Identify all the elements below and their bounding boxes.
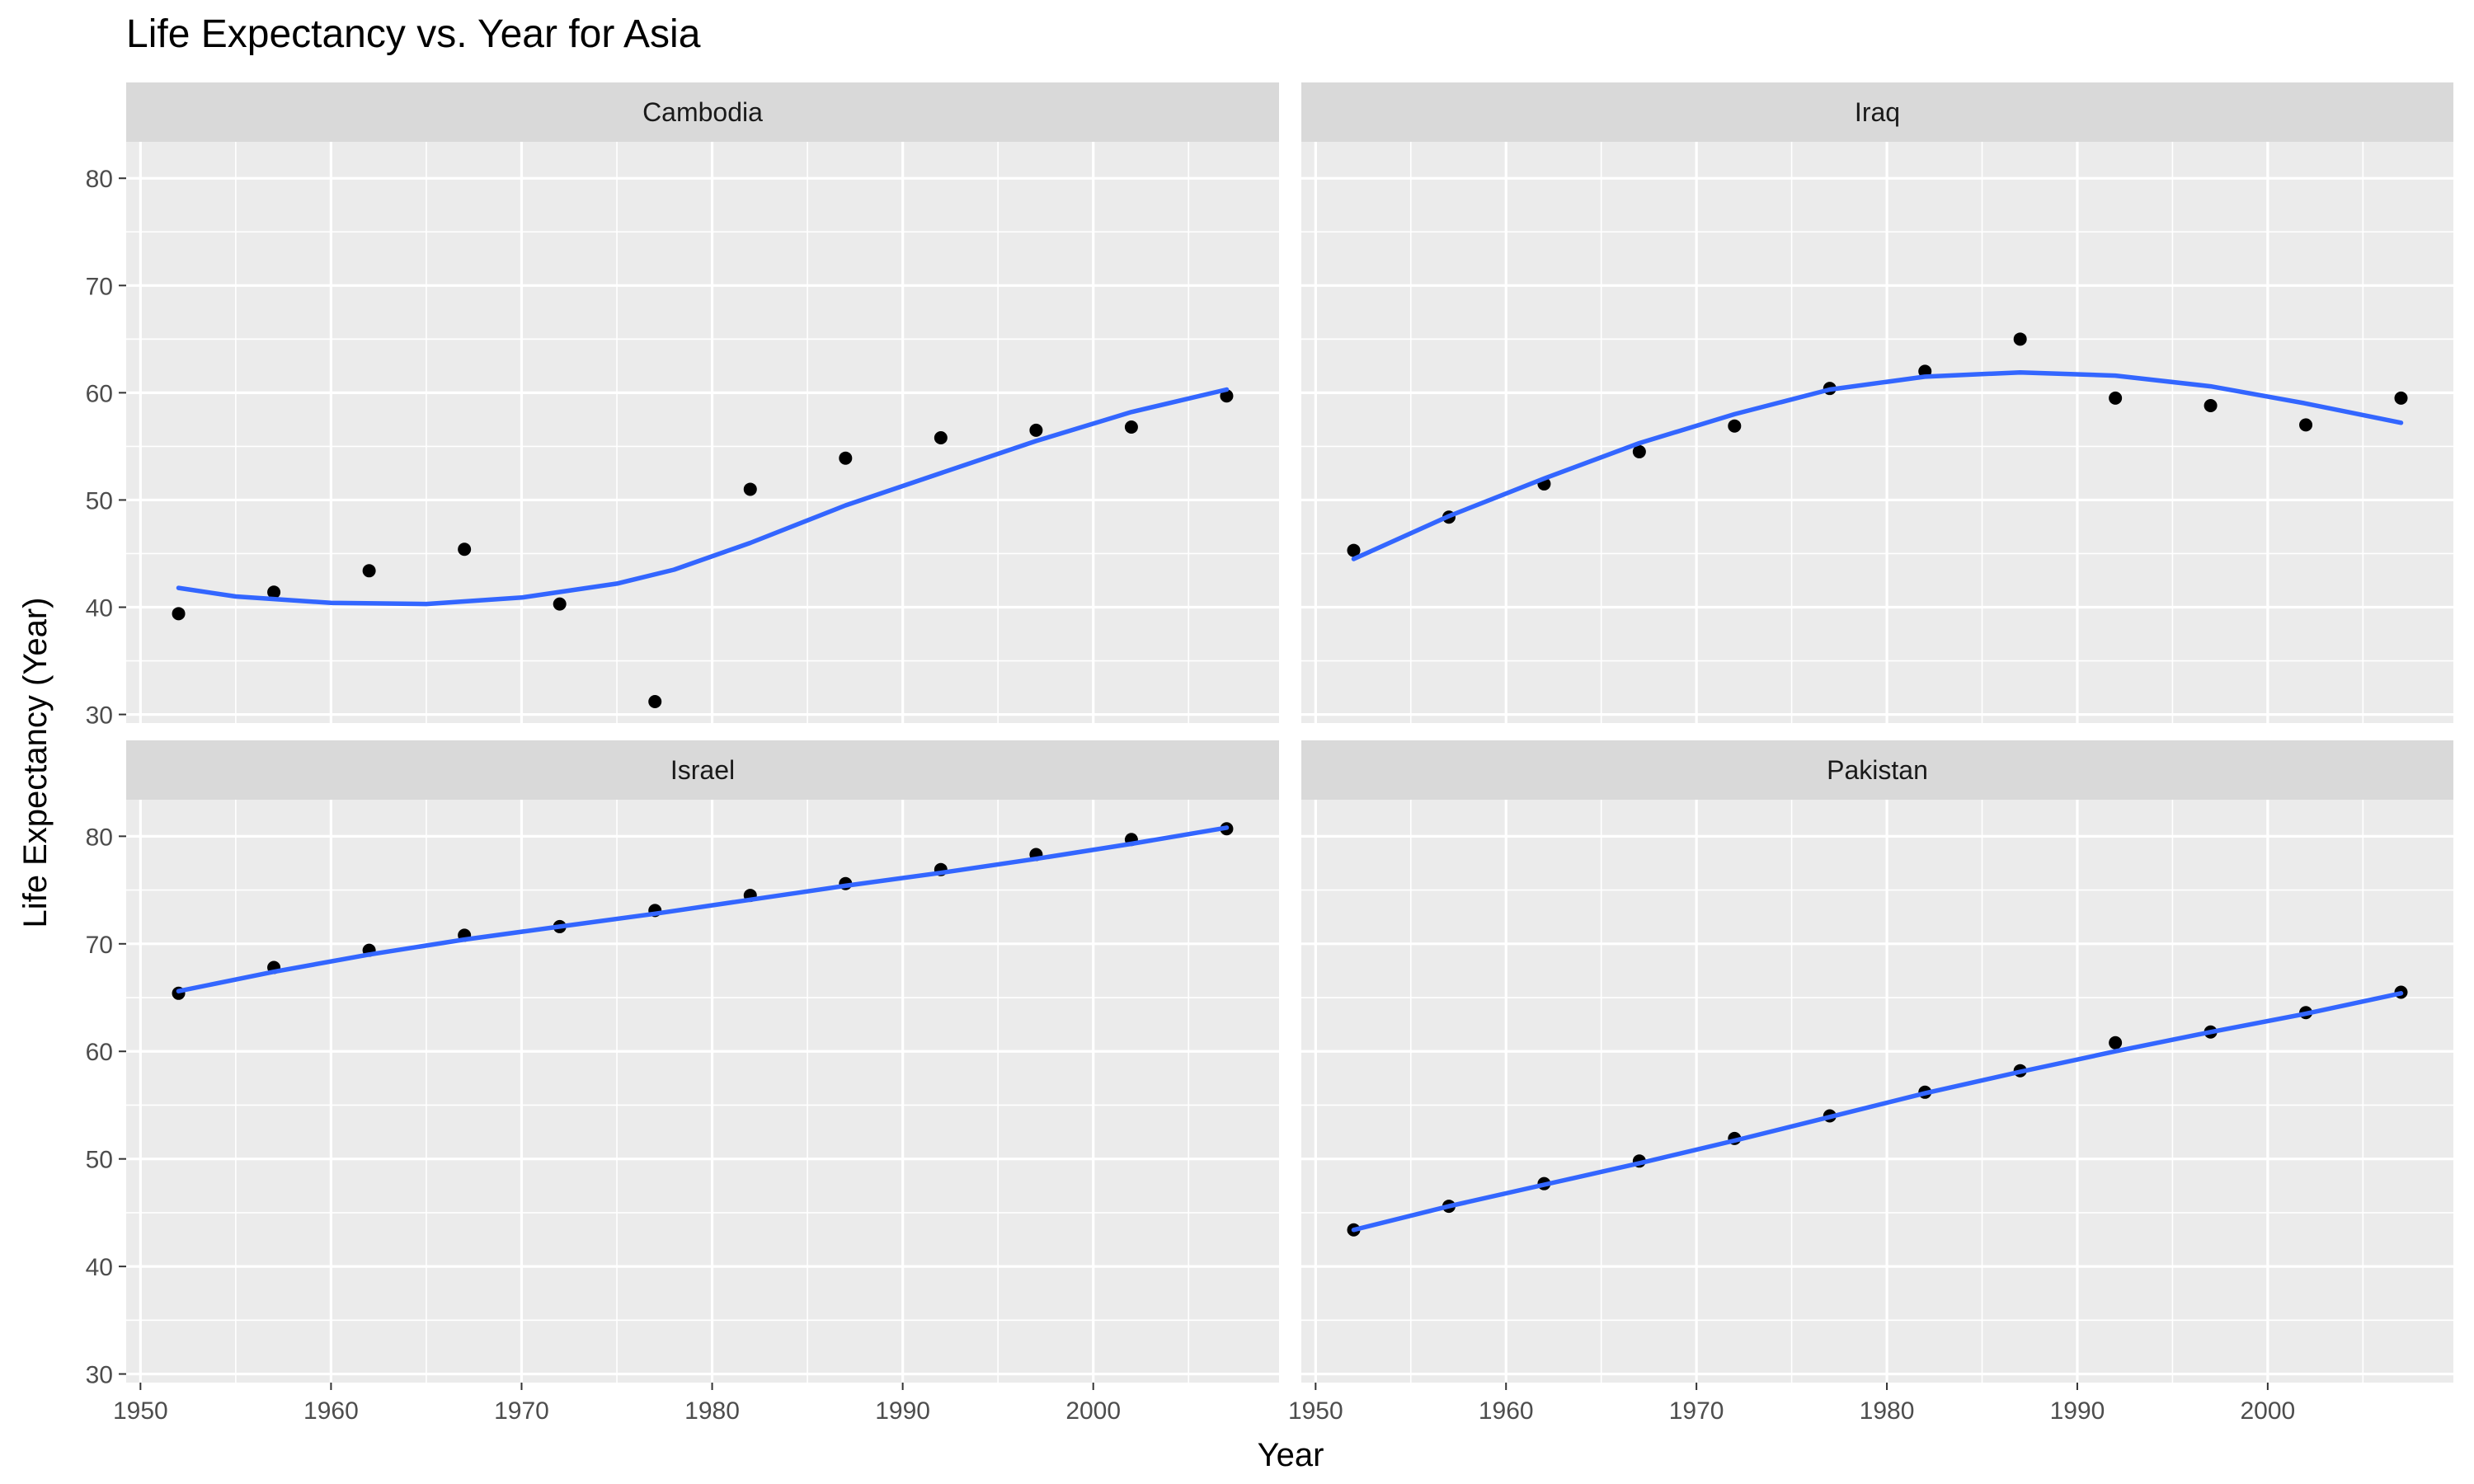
smooth-line	[1351, 991, 2404, 1233]
panel-background	[126, 800, 1279, 1383]
data-point	[2204, 398, 2218, 412]
x-tick-label: 1970	[494, 1397, 549, 1425]
facet-strip-label: Iraq	[1855, 97, 1900, 127]
facet-pakistan: Pakistan 1950 1960 1970 1980 1990 2000	[1288, 740, 2453, 1425]
y-tick-label: 50	[86, 487, 113, 514]
x-tick-label: 1970	[1669, 1397, 1724, 1425]
facet-strip	[126, 740, 1279, 800]
y-tick-label: 80	[86, 824, 113, 851]
y-tick-label: 80	[86, 166, 113, 193]
smooth-line	[1351, 369, 2404, 561]
y-tick-label: 70	[86, 932, 113, 959]
data-point	[2109, 391, 2123, 405]
y-tick-label: 30	[86, 702, 113, 730]
data-point	[2299, 418, 2313, 432]
data-point	[1728, 419, 1742, 433]
y-tick-label: 40	[86, 1254, 113, 1281]
facet-strip	[126, 82, 1279, 142]
data-point	[2394, 391, 2408, 405]
x-tick-label: 1980	[684, 1397, 740, 1425]
panel-background	[1301, 142, 2453, 723]
facet-strip	[1301, 82, 2453, 142]
smooth-line	[176, 387, 1230, 607]
x-tick-label: 2000	[2240, 1397, 2295, 1425]
y-tick-label: 30	[86, 1362, 113, 1389]
facet-strip-label: Israel	[670, 755, 735, 785]
facet-iraq: Iraq	[1301, 82, 2453, 723]
x-tick-label: 1950	[113, 1397, 168, 1425]
panel-background	[1301, 800, 2453, 1383]
data-point	[267, 585, 281, 599]
data-point	[553, 597, 567, 611]
facet-strip-label: Pakistan	[1827, 755, 1928, 785]
data-point	[2013, 332, 2027, 346]
facet-israel: Israel 30 40 50 60 70 80 1950 1960 1970 1980 1990 20…	[86, 740, 1279, 1425]
data-point	[1029, 423, 1043, 437]
y-tick-label: 70	[86, 273, 113, 300]
x-axis-title: Year	[1258, 1437, 1324, 1473]
x-tick-label: 1990	[875, 1397, 930, 1425]
x-tick-label: 1960	[1479, 1397, 1534, 1425]
y-tick-label: 50	[86, 1147, 113, 1174]
facet-cambodia: Cambodia 30 40 50 60 70 80	[86, 82, 1279, 730]
panel-background	[126, 142, 1279, 723]
data-point	[839, 451, 853, 465]
data-point	[934, 431, 948, 445]
x-tick-label: 1950	[1288, 1397, 1343, 1425]
facet-panels: Cambodia 30 40 50 60 70 80 Iraq Israel 30 40 50 60 70…	[86, 82, 2453, 1425]
y-tick-label: 40	[86, 595, 113, 622]
x-tick-label: 1960	[303, 1397, 359, 1425]
y-tick-label: 60	[86, 1039, 113, 1066]
y-axis-title: Life Expectancy (Year)	[17, 598, 54, 928]
y-tick-label: 60	[86, 380, 113, 407]
data-point	[362, 564, 376, 578]
x-tick-label: 1980	[1860, 1397, 1915, 1425]
data-point	[1632, 444, 1646, 458]
data-point	[743, 482, 757, 496]
data-point	[648, 694, 662, 708]
facet-strip-label: Cambodia	[642, 97, 763, 127]
data-point	[1347, 543, 1361, 557]
data-point	[172, 607, 186, 621]
chart-title: Life Expectancy vs. Year for Asia	[126, 12, 701, 56]
smooth-line	[176, 825, 1230, 993]
data-point	[458, 542, 472, 556]
data-point	[1124, 420, 1138, 434]
x-tick-label: 2000	[1065, 1397, 1121, 1425]
facet-strip	[1301, 740, 2453, 800]
data-point	[2109, 1036, 2123, 1050]
x-tick-label: 1990	[2050, 1397, 2105, 1425]
